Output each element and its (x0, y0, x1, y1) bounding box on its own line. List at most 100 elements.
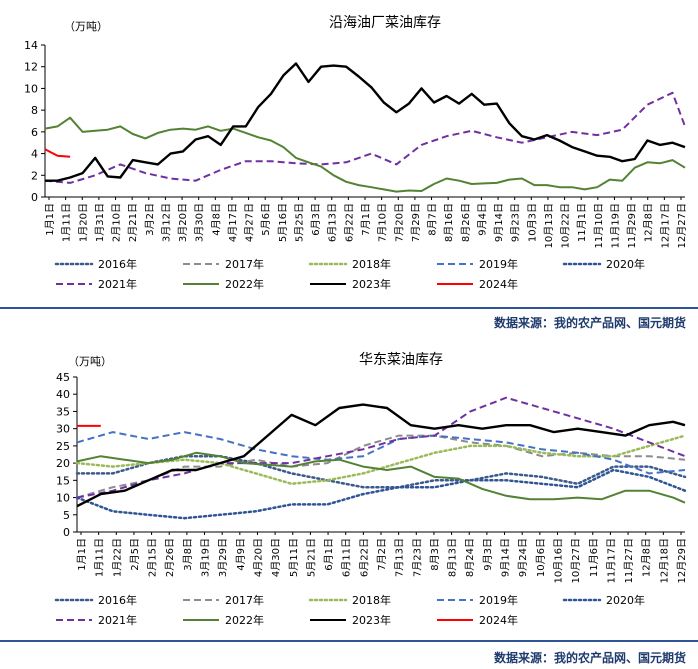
x-tick-label: 6月22日 (343, 203, 355, 242)
source-text: 数据来源：我的农产品网、国元期货 (493, 316, 686, 330)
x-tick-label: 6月13日 (327, 203, 339, 242)
y-tick-label: 8 (31, 104, 38, 117)
x-tick-label: 11月19日 (609, 203, 621, 248)
x-tick-label: 1月1日 (76, 538, 88, 571)
legend-label: 2016年 (98, 257, 137, 271)
x-tick-label: 3月30日 (194, 203, 206, 242)
y-tick-label: 6 (31, 126, 38, 139)
x-tick-label: 5月6日 (260, 203, 272, 236)
source-divider (0, 307, 698, 309)
x-tick-label: 10月16日 (552, 538, 564, 583)
x-tick-label: 7月13日 (394, 538, 406, 577)
x-tick-label: 11月1日 (576, 203, 588, 242)
y-tick-label: 0 (31, 191, 38, 204)
legend-label: 2022年 (225, 277, 264, 291)
y-tick-label: 5 (63, 509, 70, 522)
x-tick-label: 12月8日 (641, 538, 653, 577)
series-line-2022年 (44, 116, 686, 193)
x-tick-label: 1月31日 (94, 203, 106, 242)
x-tick-label: 1月1日 (44, 203, 56, 236)
x-tick-label: 11月6日 (588, 538, 600, 577)
legend-label: 2020年 (606, 593, 645, 607)
x-tick-label: 3月2日 (144, 203, 156, 236)
y-tick-label: 10 (24, 82, 38, 95)
series-line-2021年 (76, 396, 686, 499)
y-tick-label: 30 (56, 423, 70, 436)
source-text: 数据来源：我的农产品网、国元期货 (493, 651, 686, 665)
y-tick-label: 15 (56, 474, 70, 487)
x-tick-label: 3月8日 (182, 538, 194, 571)
x-tick-label: 12月17日 (659, 203, 671, 248)
series-line-2022年 (76, 451, 686, 504)
x-tick-label: 11月29日 (626, 203, 638, 248)
legend-label: 2017年 (225, 257, 264, 271)
x-tick-label: 1月11日 (94, 538, 106, 577)
x-tick-label: 3月20日 (177, 203, 189, 242)
legend-label: 2019年 (479, 593, 518, 607)
x-tick-label: 12月8日 (643, 203, 655, 242)
x-tick-label: 5月25日 (293, 203, 305, 242)
chart-title: 沿海油厂菜油库存 (329, 15, 441, 31)
x-tick-label: 1月22日 (111, 538, 123, 577)
legend-label: 2021年 (98, 277, 137, 291)
y-tick-label: 45 (56, 371, 70, 384)
coastal-rapeseed-oil-chart: 沿海油厂菜油库存 （万吨） 0 2 4 6 8 10 12 14 1月1日 1月11日 1月20日 1月3… (24, 15, 688, 291)
x-tick-label: 7月2日 (376, 538, 388, 571)
legend-label: 2023年 (352, 613, 391, 627)
legend-label: 2020年 (606, 257, 645, 271)
x-tick-label: 7月10日 (377, 203, 389, 242)
x-tick-label: 7月23日 (411, 538, 423, 577)
x-tick-label: 4月30日 (270, 538, 282, 577)
series-line-2016年 (75, 454, 687, 489)
y-tick-label: 35 (56, 405, 70, 418)
x-tick-label: 6月11日 (341, 538, 353, 577)
x-tick-label: 8月24日 (464, 538, 476, 577)
x-tick-label: 6月22日 (358, 538, 370, 577)
x-tick-label: 7月20日 (393, 203, 405, 242)
y-tick-label: 10 (56, 492, 70, 505)
east-china-rapeseed-oil-chart: 华东菜油库存 （万吨） 0 5 10 15 20 25 30 35 40 45 1月1日 1月11日 1月2… (54, 352, 688, 627)
x-tick-label: 8月7日 (427, 203, 439, 236)
x-tick-label: 11月27日 (623, 538, 635, 583)
x-tick-label: 10月13日 (543, 203, 555, 248)
x-tick-label: 11月10日 (593, 203, 605, 248)
y-tick-label: 40 (56, 388, 70, 401)
y-tick-label: 25 (56, 440, 70, 453)
chart-title: 华东菜油库存 (359, 352, 443, 368)
y-tick-label: 4 (31, 148, 38, 161)
x-tick-label: 2月15日 (147, 538, 159, 577)
x-tick-label: 9月14日 (500, 538, 512, 577)
x-tick-label: 9月4日 (476, 203, 488, 236)
legend-label: 2022年 (225, 613, 264, 627)
x-tick-label: 3月19日 (200, 538, 212, 577)
legend-label: 2024年 (479, 613, 518, 627)
x-tick-label: 4月9日 (235, 538, 247, 571)
source-divider (0, 640, 698, 642)
x-tick-label: 4月8日 (210, 203, 222, 236)
y-tick-label: 14 (24, 39, 38, 52)
x-tick-label: 10月3日 (526, 203, 538, 242)
x-tick-label: 6月1日 (323, 538, 335, 571)
x-tick-label: 10月27日 (570, 538, 582, 583)
x-tick-label: 4月17日 (227, 203, 239, 242)
x-tick-label: 12月18日 (658, 538, 670, 583)
x-tick-label: 8月3日 (429, 538, 441, 571)
series-line-2024年 (44, 148, 71, 158)
x-tick-label: 2月26日 (164, 538, 176, 577)
legend-label: 2023年 (352, 277, 391, 291)
x-tick-label: 4月20日 (252, 538, 264, 577)
x-tick-label: 12月29日 (676, 538, 688, 583)
x-tick-label: 2月21日 (127, 203, 139, 242)
x-tick-label: 8月16日 (443, 203, 455, 242)
series-line-2019年 (76, 431, 686, 475)
x-tick-label: 1月11日 (61, 203, 73, 242)
x-tick-label: 8月26日 (460, 203, 472, 242)
x-tick-label: 7月1日 (360, 203, 372, 236)
x-tick-label: 11月17日 (605, 538, 617, 583)
x-tick-label: 5月21日 (305, 538, 317, 577)
x-tick-label: 9月14日 (493, 203, 505, 242)
x-tick-label: 7月29日 (410, 203, 422, 242)
unit-label: （万吨） (68, 355, 112, 368)
legend-label: 2018年 (352, 257, 391, 271)
x-tick-label: 1月20日 (77, 203, 89, 242)
